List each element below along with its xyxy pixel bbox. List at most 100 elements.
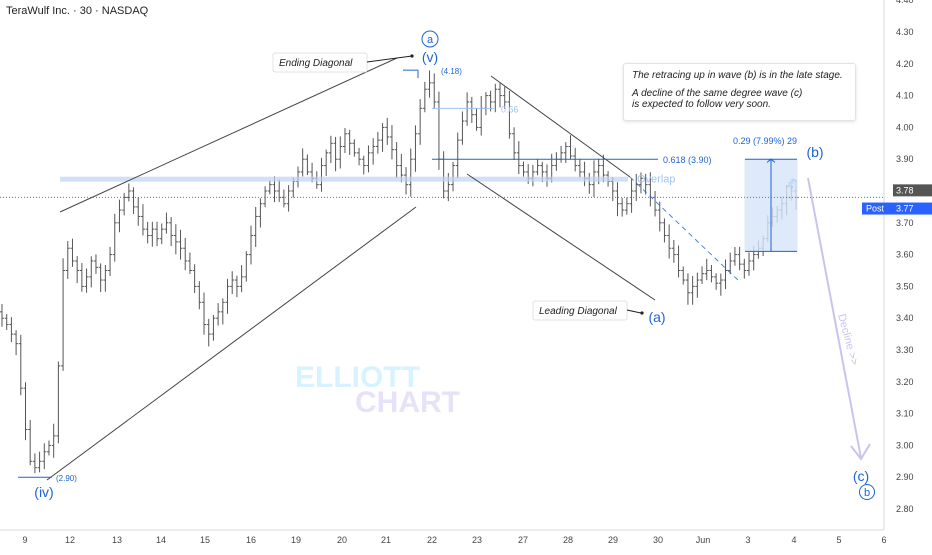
ohlc-bar — [150, 221, 155, 247]
ohlc-bar — [371, 138, 376, 165]
ohlc-bar — [122, 192, 127, 216]
ohlc-bar — [408, 148, 413, 197]
symbol-title[interactable]: TeraWulf Inc. · 30 · NASDAQ — [6, 5, 149, 17]
time-tick-label: 19 — [291, 535, 301, 545]
ohlc-bar — [211, 314, 216, 341]
ohlc-bar — [169, 217, 174, 247]
ohlc-bar — [145, 221, 150, 244]
ohlc-bar — [422, 81, 427, 113]
ohlc-bar — [56, 361, 61, 444]
ohlc-bar — [164, 212, 169, 234]
ohlc-bar — [427, 70, 432, 98]
commentary-line-3: is expected to follow very soon. — [632, 99, 771, 110]
ohlc-bar — [234, 275, 239, 298]
ohlc-bar — [277, 179, 282, 202]
overlap-label: Overlap — [637, 173, 676, 185]
ohlc-bar — [465, 92, 470, 126]
ohlc-bar — [230, 271, 235, 295]
ohlc-bar — [103, 265, 108, 292]
price-tick-label: 3.30 — [896, 345, 914, 355]
ohlc-bar — [28, 420, 33, 466]
ohlc-bar — [178, 229, 183, 260]
ohlc-bar — [695, 272, 700, 298]
ohlc-bar — [112, 213, 117, 262]
price-tick-label: 3.00 — [896, 440, 914, 450]
price-tick-label: 4.10 — [896, 91, 914, 101]
price-tick-label: 3.20 — [896, 377, 914, 387]
time-tick-label: 27 — [518, 535, 528, 545]
time-tick-label: 5 — [836, 535, 841, 545]
decline-arrow-head — [850, 443, 871, 461]
ohlc-bar — [469, 96, 474, 123]
ohlc-bar — [79, 263, 84, 292]
time-tick-label: 22 — [427, 535, 437, 545]
wave-b-circle — [859, 484, 875, 500]
ohlc-bar — [258, 198, 263, 228]
time-tick-label: 4 — [791, 535, 796, 545]
ohlc-bar — [192, 264, 197, 293]
ohlc-bar — [624, 197, 629, 215]
ohlc-bar — [685, 273, 690, 305]
ohlc-bar — [380, 123, 385, 152]
price-tick-label: 3.10 — [896, 409, 914, 419]
ohlc-bar — [483, 92, 488, 116]
ohlc-bar — [441, 151, 446, 199]
ohlc-bar — [75, 256, 80, 284]
ending-diagonal-label: Ending Diagonal — [279, 58, 353, 69]
ohlc-bar — [281, 189, 286, 208]
high-price-label: (4.18) — [441, 67, 462, 76]
ohlc-bar — [747, 252, 752, 276]
wave-c-label: (c) — [853, 468, 869, 484]
ohlc-bar — [737, 246, 742, 271]
ohlc-bar — [700, 266, 705, 285]
time-tick-label: 23 — [472, 535, 482, 545]
ohlc-bar — [202, 292, 207, 335]
ohlc-bar — [136, 197, 141, 226]
commentary-line-2: A decline of the same degree wave (c) — [632, 88, 803, 99]
ohlc-bar — [629, 179, 634, 213]
post-badge — [862, 202, 932, 215]
ohlc-bar — [512, 127, 517, 160]
ohlc-bar — [225, 278, 230, 314]
ohlc-bar — [338, 136, 343, 169]
ohlc-bar — [328, 135, 333, 164]
time-tick-label: 21 — [381, 535, 391, 545]
ohlc-bar — [577, 159, 582, 178]
time-tick-label: 28 — [563, 535, 573, 545]
time-tick-label: 30 — [653, 535, 663, 545]
ohlc-bar — [117, 199, 122, 233]
ohlc-bar — [643, 173, 648, 195]
ohlc-bar — [732, 247, 737, 266]
ohlc-bar — [389, 125, 394, 160]
leading-diagonal-lower-line — [466, 173, 656, 301]
ohlc-bar — [0, 303, 4, 327]
ohlc-bar — [394, 142, 399, 178]
ohlc-bar — [173, 224, 178, 255]
ohlc-bar — [521, 161, 526, 177]
ohlc-bar — [253, 206, 258, 247]
time-tick-label: 20 — [337, 535, 347, 545]
ohlc-bar — [352, 139, 357, 157]
measure-arrow-head — [766, 158, 776, 163]
ending-diagonal-callout: Ending Diagonal — [272, 52, 414, 73]
price-tick-label: 2.90 — [896, 472, 914, 482]
watermark-line-1: ELLIOTT — [295, 361, 420, 394]
ohlc-bar — [342, 128, 347, 154]
ending-diagonal-lower-line — [46, 206, 417, 481]
ohlc-bar — [535, 159, 540, 176]
wave-a-circle-label: a — [427, 34, 434, 46]
ohlc-bar — [709, 264, 714, 283]
ohlc-bar — [493, 83, 498, 113]
ohlc-bar — [140, 204, 145, 236]
projection-dashed-line — [629, 176, 741, 283]
ohlc-bar — [714, 273, 719, 290]
ohlc-bar — [333, 136, 338, 172]
price-tick-label: 3.50 — [896, 281, 914, 291]
ohlc-bar — [413, 125, 418, 172]
ohlc-bar — [460, 111, 465, 145]
ohlc-bar — [37, 451, 42, 473]
